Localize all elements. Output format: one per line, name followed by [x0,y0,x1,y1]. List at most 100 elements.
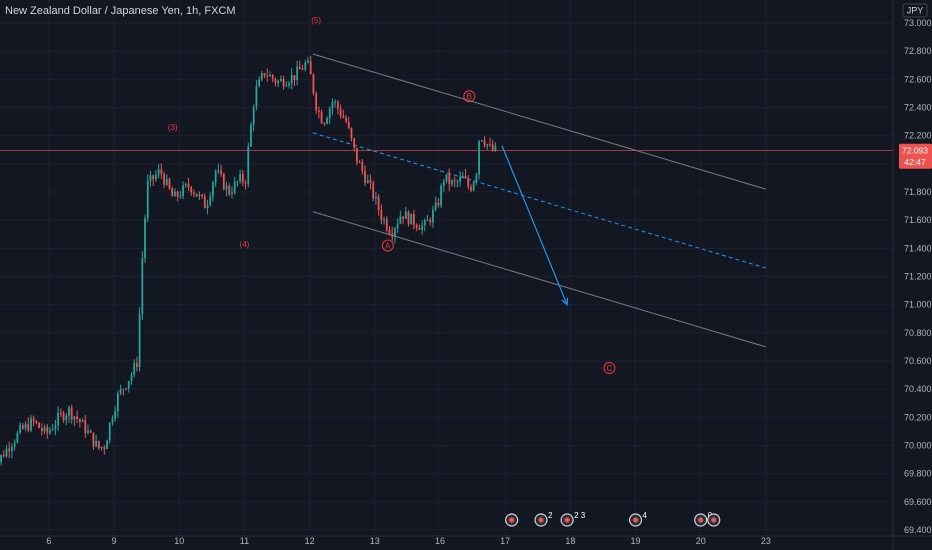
candle-body [146,180,149,219]
candle-body [293,75,296,81]
wave-label: B [467,92,472,101]
candle-body [442,181,445,186]
channel-upper-line[interactable] [312,53,767,190]
candle-body [65,415,68,421]
candle-body [38,422,41,429]
price-tick-label: 72.200 [904,131,932,141]
candle-body [220,170,222,175]
candle-body [296,66,299,81]
time-tick-label: 10 [174,536,184,546]
price-tick-label: 71.200 [904,272,932,282]
event-marker-dot [632,517,639,523]
wave-label: (5) [311,16,321,25]
countdown-value: 42:47 [904,157,926,167]
arrow-head[interactable] [561,297,569,306]
candle-body [155,174,157,180]
candle-body [190,186,193,193]
event-marker-dot [711,517,717,523]
candle-body [432,209,434,223]
candle-body [402,216,404,219]
arrow-shaft[interactable] [501,145,568,305]
candle-body [350,127,353,139]
candle-body [152,175,155,180]
channel-mid-line[interactable] [312,132,767,269]
candle-body [13,442,16,447]
symbol-title: New Zealand Dollar / Japanese Yen, 1h, F… [5,5,236,17]
candle-body [407,211,410,225]
time-tick-label: 17 [500,536,510,546]
candle-body [135,362,138,367]
candle-body [141,257,144,314]
candle-body [364,170,366,183]
candle-body [5,448,8,457]
candle-body [225,185,228,190]
trend-channel[interactable] [312,53,767,348]
channel-lower-line[interactable] [312,211,767,348]
candle-body [2,454,5,457]
candle-body [206,204,209,209]
time-tick-label: 18 [565,536,575,546]
price-tick-label: 71.800 [904,187,932,197]
wave-label-circle [463,90,476,103]
candle-body [483,140,486,146]
candle-body [472,181,475,191]
price-tick-label: 71.600 [904,215,932,225]
candle-body [187,184,190,187]
candle-body [366,180,369,183]
candle-body [404,211,407,219]
candle-body [358,161,361,163]
candle-body [78,419,81,422]
candle-body [127,381,130,389]
event-markers[interactable]: 22 340 [505,511,721,527]
candle-body [133,362,136,375]
candle-body [372,182,375,199]
price-axis-panel [893,0,932,550]
event-marker-dot [509,517,515,523]
candle-body [456,181,459,183]
candle-body [282,78,285,87]
wave-label-circle [381,239,394,252]
candle-body [103,447,106,450]
candle-body [250,124,252,147]
candle-body [255,86,258,108]
time-tick-label: 11 [240,536,249,546]
candle-body [165,178,168,185]
candle-body [334,101,337,103]
candle-body [271,74,274,79]
event-count: 4 [643,511,648,520]
candle-body [323,123,326,125]
candle-body [491,144,494,151]
price-tick-label: 70.200 [904,412,932,422]
candle-body [171,188,174,197]
candle-body [35,420,38,423]
event-marker-dot [538,517,544,523]
candle-body [89,430,92,433]
candle-body [320,111,323,124]
currency-badge[interactable] [902,3,928,18]
candle-body [40,428,43,432]
candle-body [16,432,19,443]
last-price-tag[interactable] [899,143,932,169]
candle-body [122,389,125,391]
candle-body [163,173,165,185]
candle-body [394,228,396,237]
candle-body [252,107,255,125]
candle-body [494,145,497,151]
candle-body [81,420,84,422]
candle-body [377,196,380,211]
candle-body [279,78,282,82]
price-tick-label: 69.600 [904,497,932,507]
candle-body [157,169,160,175]
candle-body [326,118,328,124]
candle-body [274,78,277,83]
projection-arrow[interactable] [501,145,569,306]
candle-body [247,146,250,184]
candle-body [97,440,100,449]
candle-body [453,180,456,182]
candle-body [440,185,443,206]
currency-label[interactable]: JPY [907,6,924,16]
candle-body [339,108,342,116]
candle-body [92,432,95,447]
